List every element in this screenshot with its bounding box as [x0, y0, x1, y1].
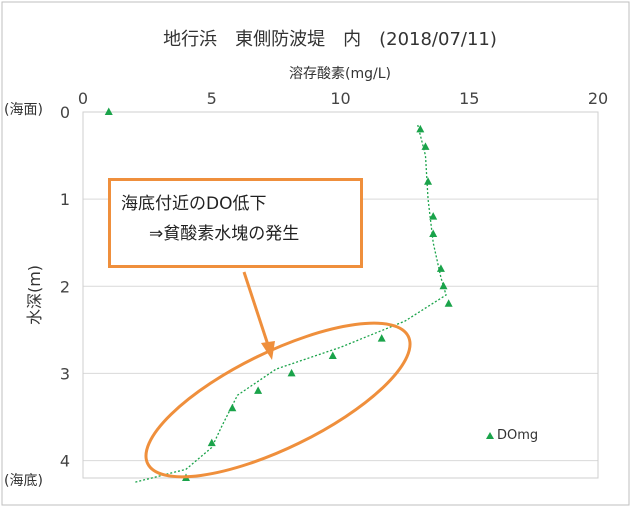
data-point [228, 403, 237, 412]
data-point [287, 368, 296, 377]
callout-line-1: 海底付近のDO低下 [121, 194, 267, 214]
data-point [424, 177, 433, 185]
data-point [421, 142, 430, 150]
x-tick-label: 0 [78, 89, 88, 108]
data-point [254, 386, 263, 394]
x-tick-label: 20 [588, 89, 608, 108]
y-tick-label: 1 [60, 190, 70, 209]
data-point [377, 334, 386, 342]
x-tick-label: 15 [459, 89, 479, 108]
callout-line-2: ⇒貧酸素水塊の発生 [149, 224, 300, 244]
bottom-label: (海底) [4, 473, 43, 489]
y-tick-label: 0 [60, 103, 70, 122]
x-axis-label: 溶存酸素(mg/L) [289, 66, 391, 82]
x-tick-label: 5 [207, 89, 217, 108]
callout-arrow-head [261, 341, 275, 360]
data-point [429, 212, 438, 220]
y-tick-labels: 0 1 2 3 4 [60, 103, 70, 471]
data-point [104, 107, 113, 115]
callout-box: 海底付近のDO低下 ⇒貧酸素水塊の発生 [108, 178, 363, 268]
data-point [328, 351, 337, 359]
legend-marker [486, 432, 494, 439]
data-point [436, 264, 445, 272]
data-point [207, 438, 216, 447]
y-axis-label: 水深(m) [25, 265, 44, 325]
y-tick-label: 4 [60, 452, 70, 471]
highlight-ellipse [144, 321, 412, 479]
data-point [429, 229, 438, 237]
x-tick-labels: 0 5 10 15 20 [78, 89, 608, 108]
callout-arrow-line [242, 271, 270, 346]
data-point [416, 124, 425, 133]
y-tick-label: 2 [60, 277, 70, 296]
chart-title: 地行浜 東側防波堤 内 (2018/07/11) [163, 29, 497, 50]
surface-label: (海面) [4, 102, 43, 118]
data-point [439, 281, 448, 290]
y-tick-label: 3 [60, 364, 70, 383]
x-tick-label: 10 [330, 89, 350, 108]
legend-label: DOmg [497, 428, 538, 443]
plot-area [82, 111, 599, 479]
data-point [444, 299, 453, 307]
